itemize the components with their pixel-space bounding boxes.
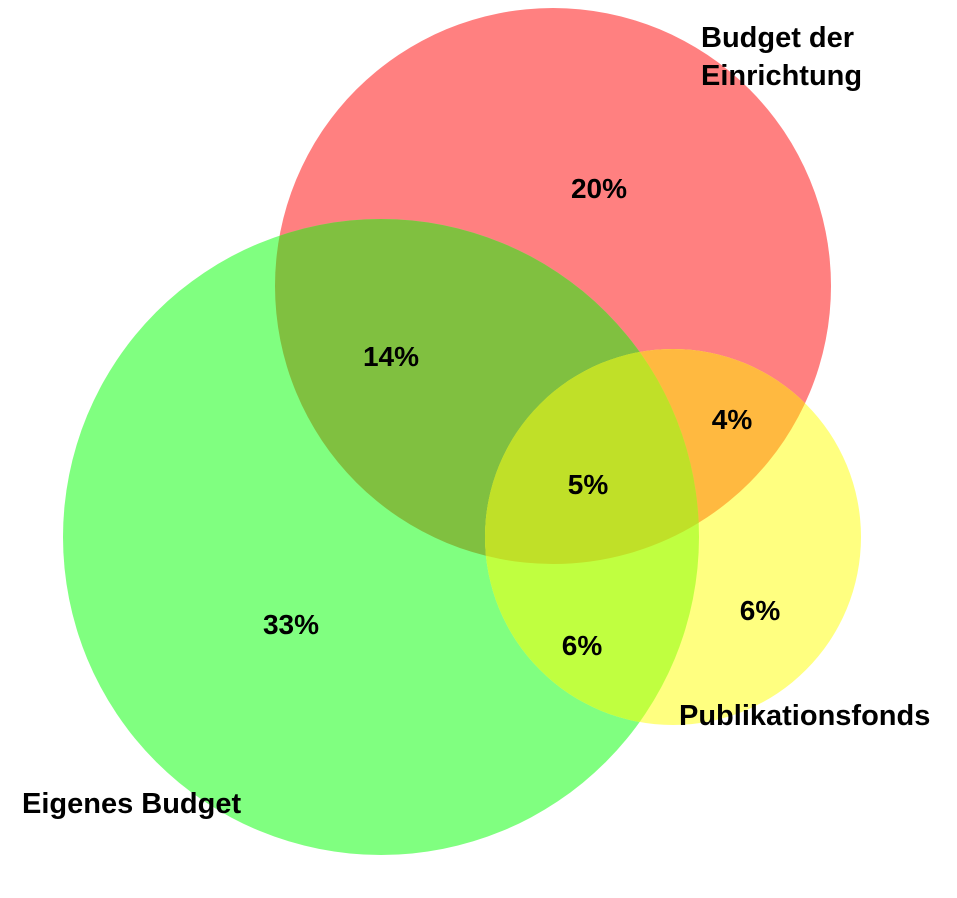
einrichtung-set-label: Budget der Einrichtung — [701, 22, 862, 92]
eigenes-only-label: 33% — [263, 609, 319, 640]
publikation-only-label: 6% — [740, 595, 781, 626]
einrichtung-publikation-label: 4% — [712, 404, 753, 435]
einrichtung-set-label-line-2: Einrichtung — [701, 60, 862, 92]
einrichtung-only-label: 20% — [571, 173, 627, 204]
einrichtung-set-label-line-1: Budget der — [701, 22, 854, 54]
eigenes-set-label: Eigenes Budget — [22, 788, 241, 820]
publikation-set-label: Publikationsfonds — [679, 700, 930, 732]
eigenes-publikation-label: 6% — [562, 630, 603, 661]
eigenes-einrichtung-label: 14% — [363, 341, 419, 372]
all-three-label: 5% — [568, 469, 609, 500]
